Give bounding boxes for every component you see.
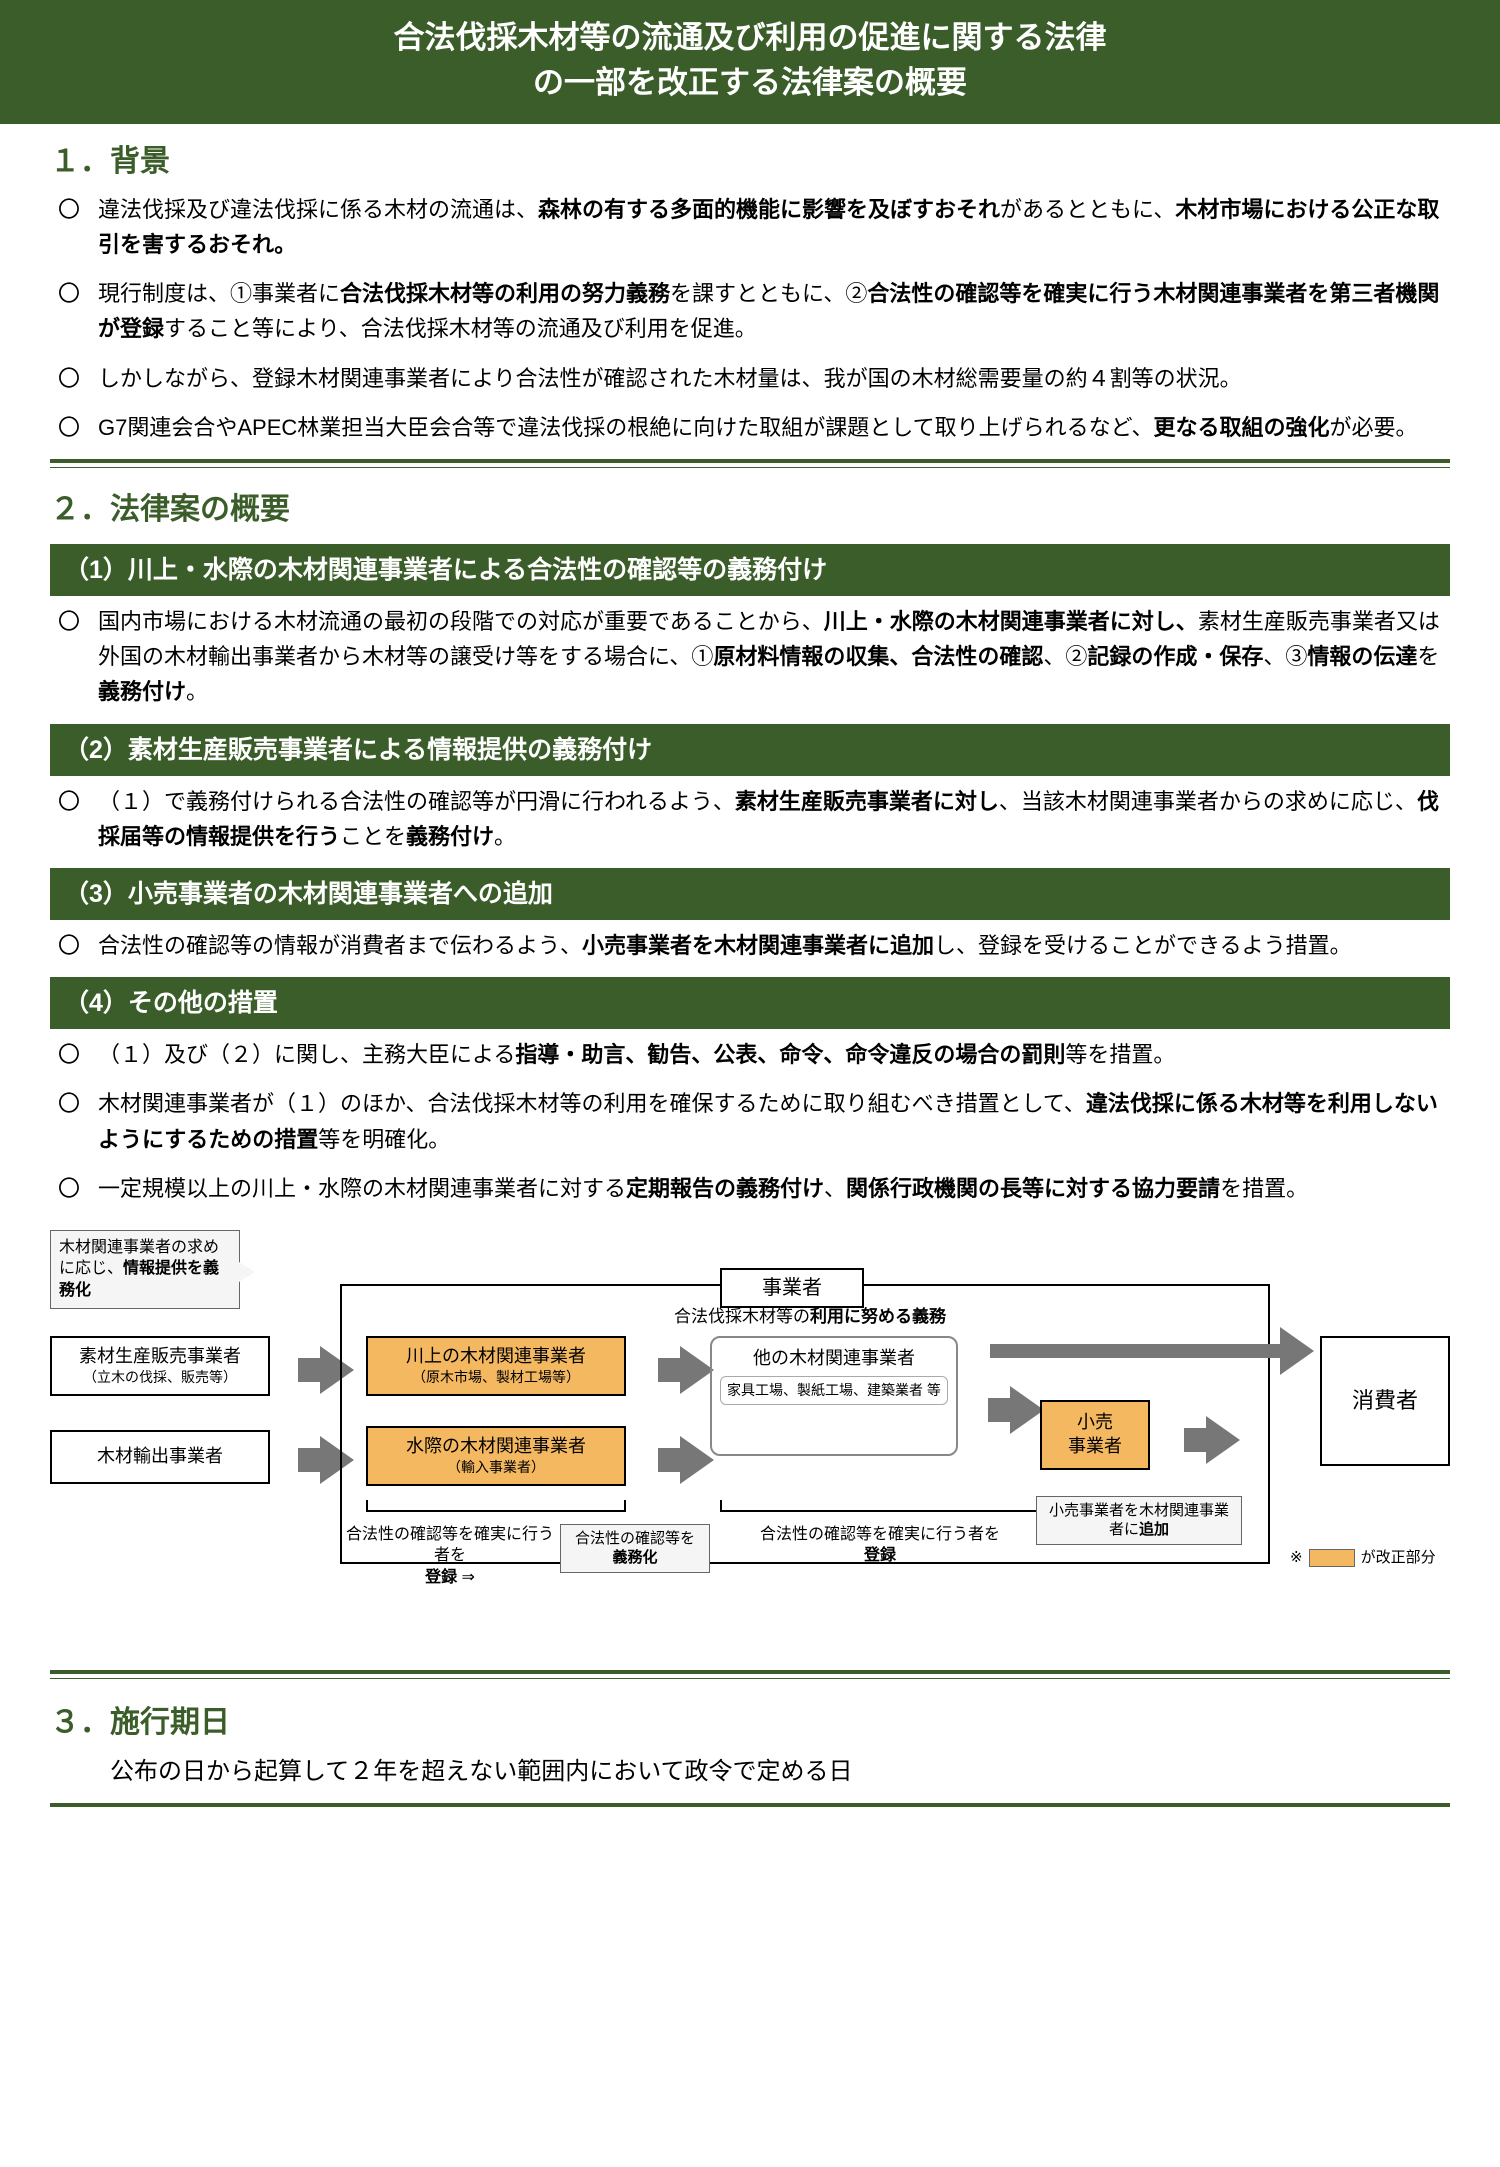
- bullet-text: 現行制度は、①事業者に合法伐採木材等の利用の努力義務を課すとともに、②合法性の確…: [98, 276, 1446, 346]
- arrow-bar: [990, 1344, 1280, 1358]
- bullet-text: しかしながら、登録木材関連事業者により合法性が確認された木材量は、我が国の木材総…: [98, 361, 1446, 396]
- s2-bullet-1: 〇 国内市場における木材流通の最初の段階での対応が重要であることから、川上・水際…: [50, 604, 1450, 710]
- bullet-mark: 〇: [54, 276, 98, 346]
- bullet-mark: 〇: [54, 1037, 98, 1072]
- bullet-mark: 〇: [54, 1171, 98, 1206]
- brace-icon: [366, 1500, 626, 1512]
- box-other: 他の木材関連事業者 家具工場、製紙工場、建築業者 等: [710, 1336, 958, 1456]
- frame-label-operators: 事業者: [720, 1268, 864, 1308]
- box-sozai: 素材生産販売事業者 （立木の伐採、販売等）: [50, 1336, 270, 1396]
- bullet-text: 木材関連事業者が（１）のほか、合法伐採木材等の利用を確保するために取り組むべき措…: [98, 1086, 1446, 1156]
- s1-bullet-1: 〇 違法伐採及び違法伐採に係る木材の流通は、森林の有する多面的機能に影響を及ぼす…: [50, 192, 1450, 262]
- callout-add-retail: 小売事業者を木材関連事業者に追加: [1036, 1496, 1242, 1545]
- callout-info-provide: 木材関連事業者の求めに応じ、情報提供を義務化: [50, 1230, 240, 1309]
- title-line-2: の一部を改正する法律案の概要: [0, 61, 1500, 106]
- bullet-mark: 〇: [54, 410, 98, 445]
- s2-bullet-4a: 〇 （１）及び（２）に関し、主務大臣による指導・助言、勧告、公表、命令、命令違反…: [50, 1037, 1450, 1072]
- note-register-1: 合法性の確認等を確実に行う者を登録 ⇒: [340, 1524, 560, 1589]
- section-divider: [50, 1670, 1450, 1679]
- s1-bullet-4: 〇 G7関連会合やAPEC林業担当大臣会合等で違法伐採の根絶に向けた取組が課題と…: [50, 410, 1450, 445]
- sub-heading-1: （1）川上・水際の木材関連事業者による合法性の確認等の義務付け: [50, 544, 1450, 596]
- callout-obligate: 合法性の確認等を義務化: [560, 1524, 710, 1573]
- bullet-mark: 〇: [54, 361, 98, 396]
- arrow-icon: [1010, 1386, 1044, 1434]
- section-1-title: １．背景: [50, 138, 1450, 186]
- bullet-mark: 〇: [54, 1086, 98, 1156]
- title-line-1: 合法伐採木材等の流通及び利用の促進に関する法律: [0, 16, 1500, 61]
- arrow-icon: [1280, 1327, 1314, 1375]
- bullet-mark: 〇: [54, 604, 98, 710]
- bullet-mark: 〇: [54, 192, 98, 262]
- page-title-banner: 合法伐採木材等の流通及び利用の促進に関する法律 の一部を改正する法律案の概要: [0, 0, 1500, 124]
- s2-bullet-2: 〇 （１）で義務付けられる合法性の確認等が円滑に行われるよう、素材生産販売事業者…: [50, 784, 1450, 854]
- s2-bullet-4c: 〇 一定規模以上の川上・水際の木材関連事業者に対する定期報告の義務付け、関係行政…: [50, 1171, 1450, 1206]
- legend-swatch: [1309, 1549, 1355, 1567]
- arrow-icon: [680, 1436, 714, 1484]
- bullet-mark: 〇: [54, 928, 98, 963]
- bullet-text: 一定規模以上の川上・水際の木材関連事業者に対する定期報告の義務付け、関係行政機関…: [98, 1171, 1446, 1206]
- section-3-body: 公布の日から起算して２年を超えない範囲内において政令で定める日: [50, 1753, 1450, 1791]
- s1-bullet-3: 〇 しかしながら、登録木材関連事業者により合法性が確認された木材量は、我が国の木…: [50, 361, 1450, 396]
- arrow-icon: [680, 1346, 714, 1394]
- bullet-text: （１）で義務付けられる合法性の確認等が円滑に行われるよう、素材生産販売事業者に対…: [98, 784, 1446, 854]
- sub-heading-3: （3）小売事業者の木材関連事業者への追加: [50, 868, 1450, 920]
- section-2-title: ２．法律案の概要: [50, 486, 1450, 534]
- s1-bullet-2: 〇 現行制度は、①事業者に合法伐採木材等の利用の努力義務を課すとともに、②合法性…: [50, 276, 1450, 346]
- s2-bullet-4b: 〇 木材関連事業者が（１）のほか、合法伐採木材等の利用を確保するために取り組むべ…: [50, 1086, 1450, 1156]
- bullet-text: G7関連会合やAPEC林業担当大臣会合等で違法伐採の根絶に向けた取組が課題として…: [98, 410, 1446, 445]
- bottom-rule: [50, 1803, 1450, 1807]
- section-divider: [50, 459, 1450, 468]
- frame-subtitle: 合法伐採木材等の利用に努める義務: [650, 1306, 970, 1328]
- box-yushutsu: 木材輸出事業者: [50, 1430, 270, 1484]
- sub-heading-2: （2）素材生産販売事業者による情報提供の義務付け: [50, 724, 1450, 776]
- bullet-text: 合法性の確認等の情報が消費者まで伝わるよう、小売事業者を木材関連事業者に追加し、…: [98, 928, 1446, 963]
- note-register-2: 合法性の確認等を確実に行う者を登録: [760, 1524, 1000, 1567]
- sub-heading-4: （4）その他の措置: [50, 977, 1450, 1029]
- box-mizugiwa: 水際の木材関連事業者 （輸入事業者）: [366, 1426, 626, 1486]
- bullet-text: 国内市場における木材流通の最初の段階での対応が重要であることから、川上・水際の木…: [98, 604, 1446, 710]
- s2-bullet-3: 〇 合法性の確認等の情報が消費者まで伝わるよう、小売事業者を木材関連事業者に追加…: [50, 928, 1450, 963]
- flow-diagram: 木材関連事業者の求めに応じ、情報提供を義務化 素材生産販売事業者 （立木の伐採、…: [0, 1230, 1500, 1660]
- legend-amendment: ※ が改正部分: [1290, 1546, 1436, 1570]
- bullet-text: （１）及び（２）に関し、主務大臣による指導・助言、勧告、公表、命令、命令違反の場…: [98, 1037, 1446, 1072]
- bullet-text: 違法伐採及び違法伐採に係る木材の流通は、森林の有する多面的機能に影響を及ぼすおそ…: [98, 192, 1446, 262]
- box-kouri: 小売 事業者: [1040, 1400, 1150, 1470]
- box-consumer: 消費者: [1320, 1336, 1450, 1466]
- box-kawakami: 川上の木材関連事業者 （原木市場、製材工場等）: [366, 1336, 626, 1396]
- section-3-title: ３．施行期日: [50, 1699, 1450, 1747]
- arrow-icon: [1206, 1416, 1240, 1464]
- bullet-mark: 〇: [54, 784, 98, 854]
